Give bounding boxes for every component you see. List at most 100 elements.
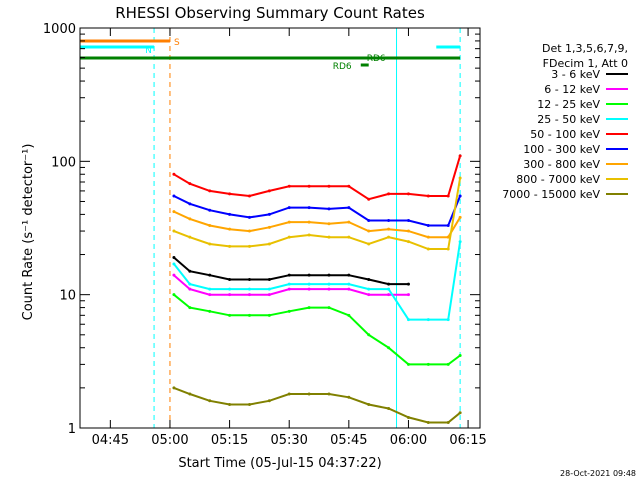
series-point-2-13 xyxy=(426,362,430,366)
series-point-5-12 xyxy=(406,218,410,222)
series-point-4-14 xyxy=(446,194,450,198)
series-point-2-0 xyxy=(172,293,176,297)
series-point-5-13 xyxy=(426,224,430,228)
series-point-4-3 xyxy=(228,192,232,196)
y-axis-label: Count Rate (s⁻¹ detector⁻¹) xyxy=(21,144,36,321)
series-point-7-4 xyxy=(247,244,251,248)
series-point-3-12 xyxy=(406,318,410,322)
series-point-8-9 xyxy=(347,395,351,399)
series-point-1-3 xyxy=(228,293,232,297)
legend-label-5: 100 - 300 keV xyxy=(523,143,600,156)
series-point-6-11 xyxy=(387,227,391,231)
series-point-8-10 xyxy=(367,403,371,407)
series-point-3-10 xyxy=(367,287,371,291)
series-point-7-14 xyxy=(446,247,450,251)
series-point-2-9 xyxy=(347,313,351,317)
series-point-0-2 xyxy=(208,273,212,277)
series-point-7-6 xyxy=(287,235,291,239)
series-point-3-7 xyxy=(307,282,311,286)
series-point-7-15 xyxy=(458,176,462,180)
series-point-7-0 xyxy=(172,229,176,233)
series-point-7-12 xyxy=(406,240,410,244)
series-point-1-10 xyxy=(367,293,371,297)
series-point-8-13 xyxy=(426,420,430,424)
series-point-2-4 xyxy=(247,313,251,317)
series-point-4-8 xyxy=(327,184,331,188)
series-point-4-10 xyxy=(367,197,371,201)
series-point-6-3 xyxy=(228,227,232,231)
status-bar-label-1: N xyxy=(145,46,152,56)
y-tick-label-1: 1 xyxy=(68,422,76,437)
series-point-4-12 xyxy=(406,192,410,196)
series-point-4-0 xyxy=(172,172,176,176)
series-point-2-2 xyxy=(208,309,212,313)
series-point-5-9 xyxy=(347,206,351,210)
series-point-6-13 xyxy=(426,235,430,239)
series-point-1-9 xyxy=(347,287,351,291)
series-2 xyxy=(172,293,462,366)
x-tick-label-0445: 04:45 xyxy=(92,433,129,448)
series-point-7-11 xyxy=(387,235,391,239)
series-point-2-1 xyxy=(188,306,192,310)
series-point-3-3 xyxy=(228,287,232,291)
series-point-5-0 xyxy=(172,194,176,198)
series-point-2-10 xyxy=(367,333,371,337)
series-point-8-2 xyxy=(208,399,212,403)
series-5 xyxy=(172,194,462,228)
series-point-7-7 xyxy=(307,233,311,237)
series-point-5-4 xyxy=(247,215,251,219)
status-bar-label-4: RD6 xyxy=(333,62,352,72)
series-point-0-5 xyxy=(267,277,271,281)
series-point-3-14 xyxy=(446,318,450,322)
x-tick-label-0615: 06:15 xyxy=(449,433,486,448)
series-point-5-6 xyxy=(287,206,291,210)
series-point-5-7 xyxy=(307,206,311,210)
series-point-5-14 xyxy=(446,224,450,228)
series-point-4-5 xyxy=(267,189,271,193)
x-tick-label-0600: 06:00 xyxy=(390,433,427,448)
series-point-0-8 xyxy=(327,273,331,277)
series-point-2-11 xyxy=(387,346,391,350)
series-point-1-7 xyxy=(307,287,311,291)
series-point-3-6 xyxy=(287,282,291,286)
series-point-0-11 xyxy=(387,282,391,286)
series-point-8-3 xyxy=(228,403,232,407)
status-bar-label-3: RD6 xyxy=(367,54,386,64)
legend-label-7: 800 - 7000 keV xyxy=(516,173,600,186)
series-point-8-5 xyxy=(267,399,271,403)
series-point-4-1 xyxy=(188,182,192,186)
x-axis-label: Start Time (05-Jul-15 04:37:22) xyxy=(178,456,381,471)
series-point-5-11 xyxy=(387,218,391,222)
series-point-6-1 xyxy=(188,217,192,221)
legend: Det 1,3,5,6,7,9, FDecim 1, Att 03 - 6 keV… xyxy=(502,42,628,201)
series-point-6-12 xyxy=(406,229,410,233)
series-point-5-2 xyxy=(208,208,212,212)
series-point-7-1 xyxy=(188,235,192,239)
series-3 xyxy=(172,240,462,322)
series-point-6-0 xyxy=(172,210,176,214)
series-line-4 xyxy=(173,155,462,201)
x-tick-label-0545: 05:45 xyxy=(330,433,367,448)
x-tick-label-0530: 05:30 xyxy=(270,433,307,448)
series-line-2 xyxy=(173,293,461,366)
series-point-3-9 xyxy=(347,282,351,286)
legend-label-3: 25 - 50 keV xyxy=(537,113,600,126)
series-point-6-7 xyxy=(307,220,311,224)
series-point-4-7 xyxy=(307,184,311,188)
footer-date: 28-Oct-2021 09:48 xyxy=(560,469,636,478)
legend-label-8: 7000 - 15000 keV xyxy=(502,188,600,201)
series-point-6-6 xyxy=(287,220,291,224)
series-point-7-2 xyxy=(208,242,212,246)
series-point-5-3 xyxy=(228,212,232,216)
series-4 xyxy=(172,154,462,201)
chart-title: RHESSI Observing Summary Count Rates xyxy=(115,4,425,22)
series-line-3 xyxy=(173,241,462,321)
series-point-2-14 xyxy=(446,362,450,366)
legend-label-4: 50 - 100 keV xyxy=(530,128,600,141)
series-point-7-13 xyxy=(426,247,430,251)
series-point-8-0 xyxy=(172,386,176,390)
series-point-3-15 xyxy=(458,240,462,244)
series-point-4-9 xyxy=(347,184,351,188)
series-line-8 xyxy=(173,386,461,424)
series-point-8-11 xyxy=(387,407,391,411)
